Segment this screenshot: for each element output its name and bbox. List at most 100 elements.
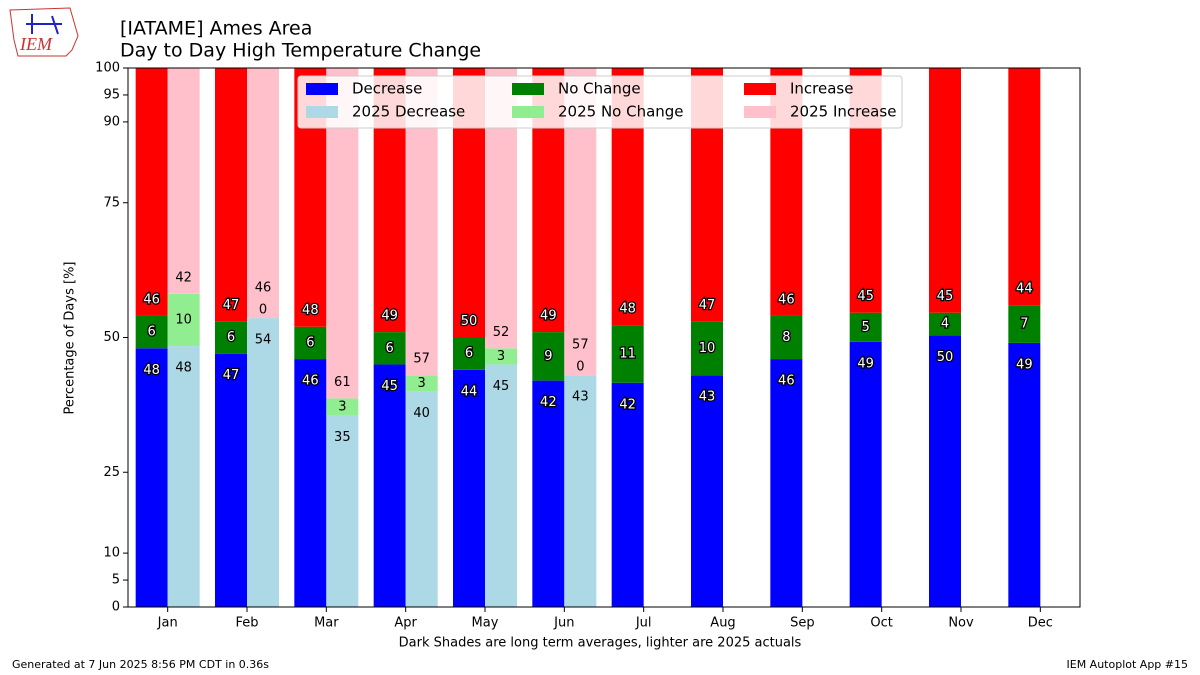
legend-label: 2025 No Change xyxy=(558,103,684,121)
legend-label: 2025 Increase xyxy=(790,103,896,121)
bar-segment xyxy=(770,315,803,360)
bar-segment xyxy=(849,312,882,342)
bar-segment xyxy=(1008,68,1041,306)
bar-segment xyxy=(1008,305,1041,343)
x-tick-label: Jul xyxy=(635,616,652,631)
logo-line xyxy=(51,15,59,35)
bar-segment xyxy=(453,337,485,370)
bar-segment xyxy=(294,359,327,607)
data-label: 48 xyxy=(143,363,160,378)
x-tick-label: Jun xyxy=(553,616,574,631)
data-label: 49 xyxy=(857,356,874,371)
bar-segment xyxy=(167,293,200,347)
legend-swatch xyxy=(306,83,338,95)
data-label: 44 xyxy=(461,384,478,399)
data-label: 47 xyxy=(223,298,240,313)
data-label: 52 xyxy=(493,325,510,340)
data-label: 47 xyxy=(699,298,716,313)
data-label: 6 xyxy=(227,330,235,345)
data-label: 61 xyxy=(334,375,351,390)
data-label: 5 xyxy=(862,320,870,335)
data-label: 45 xyxy=(493,379,510,394)
bar-segment xyxy=(929,335,961,607)
bar-segment xyxy=(405,391,438,607)
data-label: 50 xyxy=(937,350,954,365)
y-tick-label: 90 xyxy=(103,114,120,129)
data-label: 42 xyxy=(540,395,557,410)
bar-segment xyxy=(532,380,565,607)
y-tick-label: 100 xyxy=(95,61,120,76)
y-tick-label: 25 xyxy=(103,465,120,480)
bar-segment xyxy=(691,321,723,376)
data-label: 3 xyxy=(497,349,505,364)
data-label: 47 xyxy=(223,368,240,383)
legend-swatch xyxy=(306,106,338,118)
data-label: 46 xyxy=(778,374,795,389)
data-label: 9 xyxy=(544,349,552,364)
data-label: 45 xyxy=(381,379,398,394)
logo-outline xyxy=(9,7,79,57)
y-tick-label: 95 xyxy=(103,87,120,102)
data-label: 48 xyxy=(302,303,319,318)
bar-segment xyxy=(485,364,517,607)
data-label: 54 xyxy=(255,333,272,348)
data-label: 6 xyxy=(465,346,473,361)
x-tick-label: Oct xyxy=(870,616,892,631)
legend-label: Increase xyxy=(790,80,853,98)
data-label: 6 xyxy=(386,341,394,356)
bar-segment xyxy=(611,382,644,607)
bar-segment xyxy=(532,332,565,381)
bar-segment xyxy=(405,375,438,392)
data-label: 43 xyxy=(572,390,589,405)
bar-segment xyxy=(691,375,723,607)
data-label: 48 xyxy=(175,361,192,376)
y-tick-label: 50 xyxy=(103,330,120,345)
bar-segment xyxy=(247,318,279,607)
legend-label: 2025 Decrease xyxy=(352,103,465,121)
bar-segment xyxy=(215,321,247,354)
data-label: 3 xyxy=(418,376,426,391)
data-label: 42 xyxy=(175,270,192,285)
data-label: 4 xyxy=(941,317,949,332)
data-label: 44 xyxy=(1016,282,1033,297)
data-label: 6 xyxy=(148,325,156,340)
data-label: 45 xyxy=(937,289,954,304)
x-axis-label: Dark Shades are long term averages, ligh… xyxy=(399,636,802,651)
data-label: 11 xyxy=(619,346,636,361)
x-tick-label: Jan xyxy=(157,616,178,631)
logo: IEM xyxy=(9,7,79,57)
logo-text: IEM xyxy=(19,34,53,54)
bar-segment xyxy=(135,348,168,607)
footer: IEM Autoplot App #15 xyxy=(1067,658,1189,671)
data-label: 40 xyxy=(413,406,430,421)
bar-segment xyxy=(373,364,406,607)
bar-segment xyxy=(326,415,359,607)
bar-segment xyxy=(849,341,882,607)
footer: Generated at 7 Jun 2025 8:56 PM CDT in 0… xyxy=(12,658,269,671)
bar-segment xyxy=(167,68,200,294)
data-label: 42 xyxy=(619,397,636,412)
data-label: 49 xyxy=(540,309,557,324)
data-label: 43 xyxy=(699,390,716,405)
data-label: 6 xyxy=(306,335,314,350)
x-tick-label: Mar xyxy=(314,616,339,631)
bar-segment xyxy=(135,315,168,349)
data-label: 57 xyxy=(413,352,430,367)
legend-swatch xyxy=(744,83,776,95)
bar-segment xyxy=(215,68,247,322)
data-label: 48 xyxy=(619,302,636,317)
bar-segment xyxy=(326,398,359,416)
bar-segment xyxy=(1008,342,1041,607)
data-label: 46 xyxy=(778,292,795,307)
x-tick-label: Aug xyxy=(710,616,735,631)
bar-segment xyxy=(611,325,644,383)
bar-segment xyxy=(453,369,485,607)
data-label: 49 xyxy=(381,309,398,324)
y-tick-label: 0 xyxy=(112,600,120,615)
bar-segment xyxy=(247,68,279,319)
bar-segment xyxy=(929,68,961,313)
bar-segment xyxy=(294,326,327,360)
chart-title: [IATAME] Ames Area xyxy=(120,18,312,40)
x-tick-label: Feb xyxy=(235,616,258,631)
y-tick-label: 75 xyxy=(103,195,120,210)
